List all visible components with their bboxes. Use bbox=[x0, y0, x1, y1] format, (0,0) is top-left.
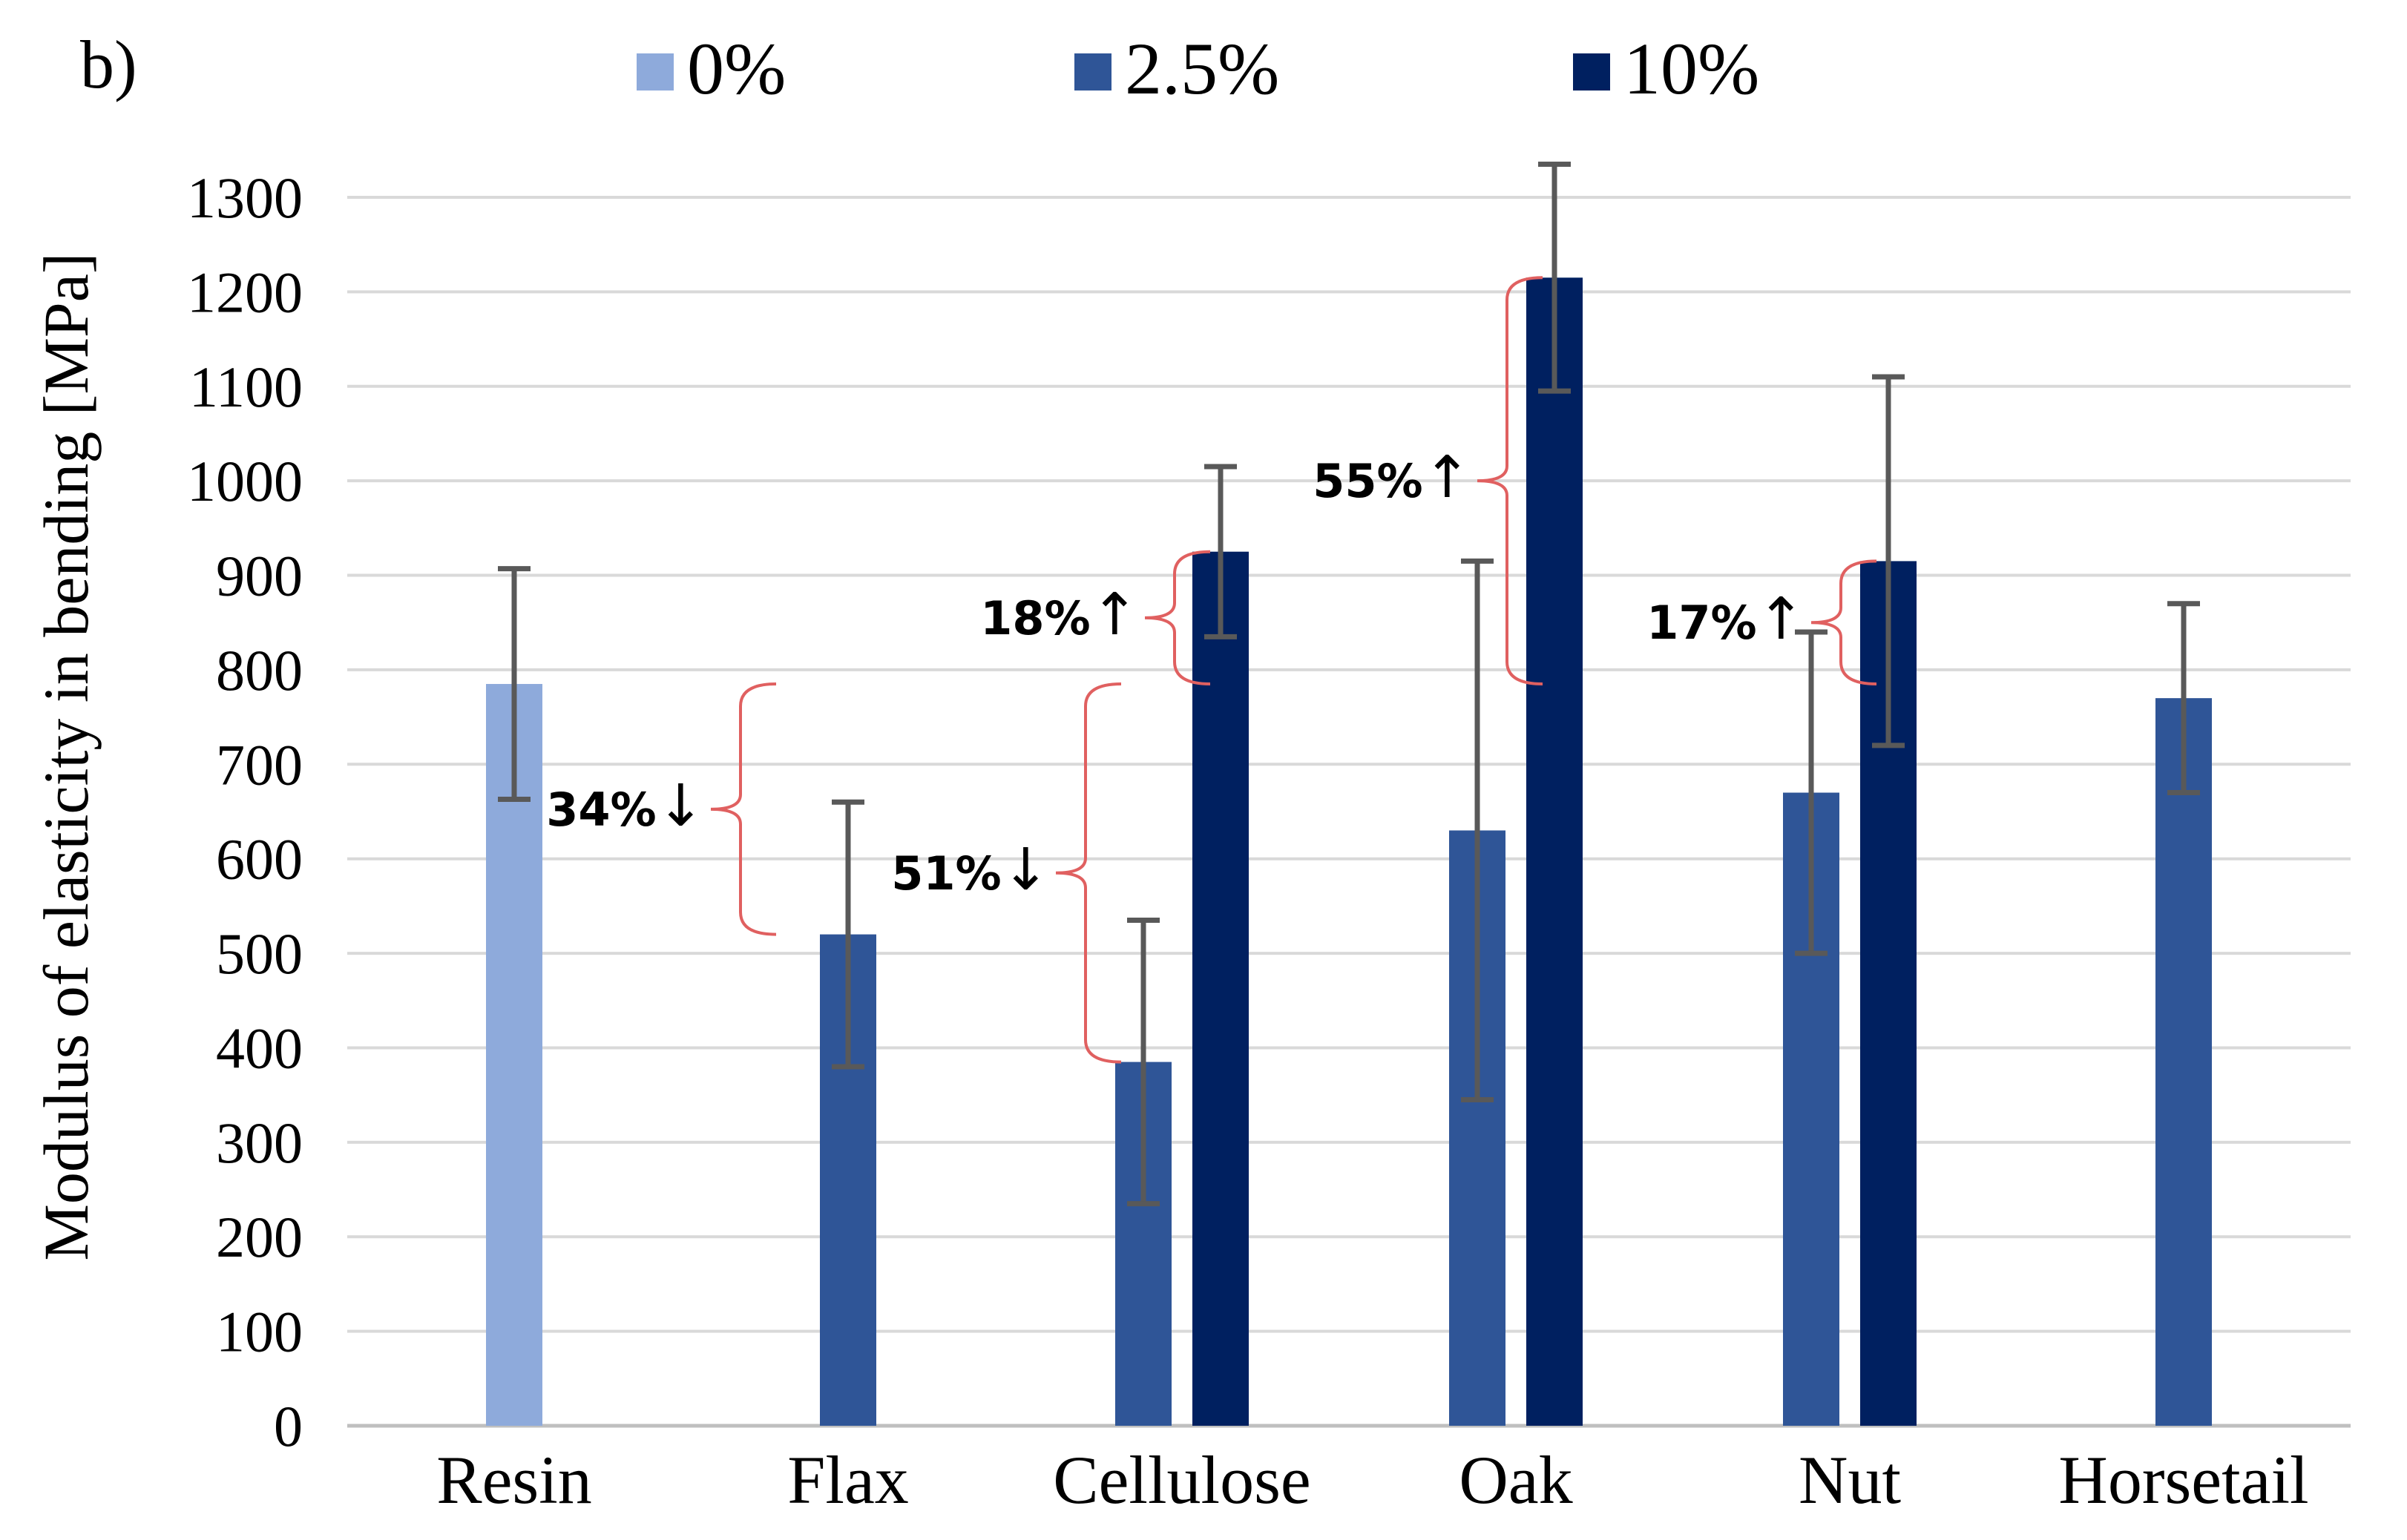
legend: 0% 2.5% 10% bbox=[637, 27, 1759, 110]
annotations: 34%↓51%↓18%↑55%↑17%↑ bbox=[546, 276, 1877, 1064]
error-bar-oak-10pct bbox=[1538, 161, 1571, 394]
panel-label: b) bbox=[80, 27, 137, 102]
error-bar-oak-2_5pct bbox=[1461, 558, 1494, 1103]
annotation-percent: 55% bbox=[1313, 454, 1422, 508]
y-tick-label-0: 0 bbox=[274, 1394, 303, 1458]
error-bar-nut-10pct bbox=[1872, 374, 1905, 748]
annotation-arrow: ↑ bbox=[1757, 586, 1805, 653]
annotation-arrow: ↓ bbox=[1002, 837, 1050, 904]
legend-label: 10% bbox=[1623, 27, 1759, 110]
y-tick-label-1300: 1300 bbox=[187, 165, 303, 230]
legend-label: 0% bbox=[687, 27, 786, 110]
y-tick-label-1200: 1200 bbox=[187, 260, 303, 324]
annotation-oak-3: 55%↑ bbox=[1313, 276, 1543, 686]
annotation-cellulose-2: 18%↑ bbox=[980, 550, 1211, 686]
y-tick-label-400: 400 bbox=[216, 1016, 303, 1080]
legend-item-10pct: 10% bbox=[1573, 27, 1759, 110]
annotation-percent: 51% bbox=[891, 846, 1001, 901]
y-tick-label-800: 800 bbox=[216, 638, 303, 702]
annotation-brace bbox=[1055, 682, 1122, 1064]
bar-horsetail-2_5pct bbox=[2155, 698, 2212, 1426]
y-tick-label-300: 300 bbox=[216, 1110, 303, 1175]
legend-swatch bbox=[1573, 53, 1610, 91]
x-tick-label-cellulose: Cellulose bbox=[1053, 1442, 1311, 1518]
annotation-percent: 17% bbox=[1646, 596, 1756, 650]
x-tick-label-horsetail: Horsetail bbox=[2058, 1442, 2308, 1518]
bar-cellulose-10pct bbox=[1192, 551, 1249, 1426]
annotation-brace bbox=[1144, 550, 1211, 686]
bar-resin-0pct bbox=[486, 684, 542, 1426]
x-tick-label-oak: Oak bbox=[1459, 1442, 1572, 1518]
y-tick-label-200: 200 bbox=[216, 1205, 303, 1269]
legend-item-2_5pct: 2.5% bbox=[1074, 27, 1279, 110]
annotation-label: 34%↓ bbox=[546, 773, 705, 840]
y-axis-label: Modulus of elasticity in bending [MPa] bbox=[30, 252, 102, 1260]
annotation-brace bbox=[1810, 559, 1877, 686]
legend-item-0pct: 0% bbox=[637, 27, 786, 110]
annotation-label: 55%↑ bbox=[1313, 444, 1471, 511]
legend-label: 2.5% bbox=[1125, 27, 1279, 110]
annotation-percent: 34% bbox=[546, 783, 656, 837]
annotation-label: 18%↑ bbox=[980, 582, 1139, 648]
y-tick-label-1100: 1100 bbox=[189, 355, 303, 419]
error-bar-cellulose-2_5pct bbox=[1127, 917, 1160, 1207]
annotation-label: 51%↓ bbox=[891, 837, 1050, 904]
x-tick-label-nut: Nut bbox=[1799, 1442, 1901, 1518]
y-tick-label-1000: 1000 bbox=[187, 449, 303, 513]
y-tick-label-600: 600 bbox=[216, 827, 303, 892]
annotation-brace bbox=[710, 682, 777, 936]
x-tick-label-flax: Flax bbox=[787, 1442, 909, 1518]
x-tick-label-resin: Resin bbox=[436, 1442, 592, 1518]
error-bar-cellulose-10pct bbox=[1204, 464, 1237, 639]
error-bars bbox=[498, 161, 2200, 1207]
bars bbox=[486, 277, 2212, 1427]
error-bar-flax-2_5pct bbox=[832, 799, 864, 1070]
annotation-nut-4: 17%↑ bbox=[1646, 559, 1877, 686]
annotation-flax-0: 34%↓ bbox=[546, 682, 777, 936]
annotation-arrow: ↓ bbox=[657, 773, 705, 840]
y-axis-ticks: 0 100 200 300 400 500 600 700 800 900 1000 1100 1200… bbox=[187, 165, 303, 1458]
error-bar-horsetail-2_5pct bbox=[2167, 601, 2200, 796]
y-tick-label-100: 100 bbox=[216, 1300, 303, 1364]
annotation-cellulose-1: 51%↓ bbox=[891, 682, 1122, 1064]
annotation-arrow: ↑ bbox=[1423, 444, 1471, 511]
gridlines bbox=[347, 196, 2351, 1333]
bar-oak-10pct bbox=[1526, 277, 1583, 1427]
y-tick-label-700: 700 bbox=[216, 732, 303, 797]
annotation-arrow: ↑ bbox=[1091, 582, 1139, 648]
y-tick-label-500: 500 bbox=[216, 921, 303, 986]
annotation-brace bbox=[1477, 276, 1543, 686]
annotation-percent: 18% bbox=[980, 591, 1090, 645]
annotation-label: 17%↑ bbox=[1646, 586, 1805, 653]
error-bar-nut-2_5pct bbox=[1795, 629, 1828, 956]
y-tick-label-900: 900 bbox=[216, 544, 303, 608]
legend-swatch bbox=[637, 53, 674, 91]
legend-swatch bbox=[1074, 53, 1111, 91]
error-bar-resin-0pct bbox=[498, 566, 531, 802]
x-axis-ticks: Resin Flax Cellulose Oak Nut Horsetail bbox=[436, 1442, 2308, 1518]
